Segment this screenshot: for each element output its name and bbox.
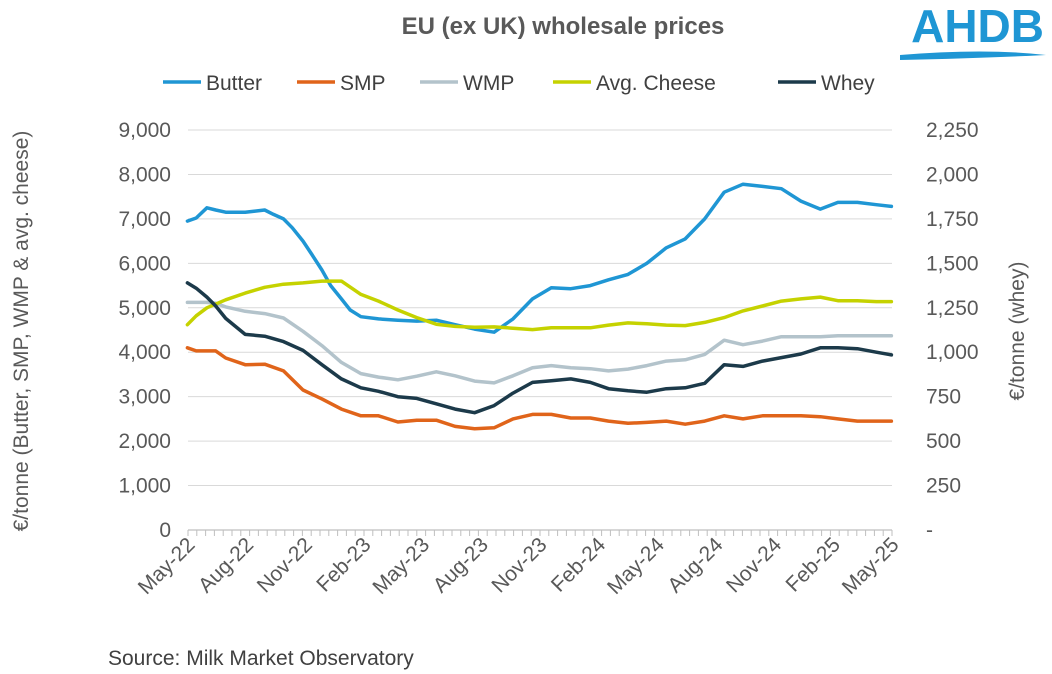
series-line-butter [185,182,894,334]
legend-label-avg-cheese: Avg. Cheese [596,72,716,95]
y-right-tick-label: 250 [926,475,961,498]
y-right-tick-label: - [926,519,933,542]
x-tick-label: Nov-23 [487,533,551,597]
x-tick-label: Aug-22 [194,533,258,597]
gridlines [188,129,892,487]
y-right-tick-label: 2,000 [926,163,979,186]
series-line-avg-cheese [185,279,894,332]
y-right-tick-label: 1,750 [926,208,979,231]
legend-label-wmp: WMP [463,72,514,95]
legend-label-smp: SMP [340,72,386,95]
x-tick-label: May-23 [368,533,434,599]
source-note: Source: Milk Market Observatory [108,647,414,670]
y-left-tick-label: 6,000 [118,252,171,275]
x-tick-label: Feb-23 [312,533,375,596]
y-left-tick-label: 1,000 [118,475,171,498]
y-left-tick-label: 0 [159,519,171,542]
x-tick-label: Aug-23 [429,533,493,597]
legend: Butter SMP WMP Avg. Cheese Whey [163,72,875,95]
x-tick-label: Aug-24 [663,533,727,597]
x-axis: May-22Aug-22Nov-22Feb-23May-23Aug-23Nov-… [134,529,904,599]
series-line-smp [185,346,894,431]
x-tick-label: May-25 [838,533,904,599]
y-right-tick-label: 500 [926,430,961,453]
series-lines [185,182,894,431]
y-axis-left: 0 1,000 2,000 3,000 4,000 5,000 6,000 7,000 8,00… [118,119,171,542]
y-left-tick-label: 8,000 [118,163,171,186]
x-tick-label: Nov-24 [722,533,786,597]
ahdb-logo: AHDB [900,0,1046,60]
y-left-tick-label: 5,000 [118,297,171,320]
y-right-tick-label: 750 [926,386,961,409]
y-left-tick-label: 7,000 [118,208,171,231]
x-tick-label: Feb-24 [547,533,611,597]
series-line-whey [185,281,894,415]
legend-label-butter: Butter [206,72,262,95]
logo-swoosh [900,51,1046,60]
chart-title: EU (ex UK) wholesale prices [402,13,725,40]
y-left-tick-label: 9,000 [118,119,171,142]
y-right-tick-label: 2,250 [926,119,979,142]
y-right-tick-label: 1,500 [926,252,979,275]
y-left-tick-label: 3,000 [118,386,171,409]
x-tick-label: May-22 [134,533,200,599]
y-axis-right-title: €/tonne (whey) [1006,262,1029,401]
y-axis-right: - 250 500 750 1,000 1,250 1,500 1,750 2,000 2,250 [926,119,979,542]
y-axis-left-title: €/tonne (Butter, SMP, WMP & avg. cheese) [10,131,33,532]
y-right-tick-label: 1,250 [926,297,979,320]
x-tick-label: Nov-22 [253,533,317,597]
y-right-tick-label: 1,000 [926,341,979,364]
series-line-wmp [185,300,894,385]
x-tick-label: May-24 [603,533,669,599]
y-left-tick-label: 2,000 [118,430,171,453]
y-left-tick-label: 4,000 [118,341,171,364]
x-tick-label: Feb-25 [782,533,845,596]
logo-text: AHDB [911,0,1044,52]
legend-label-whey: Whey [821,72,875,95]
